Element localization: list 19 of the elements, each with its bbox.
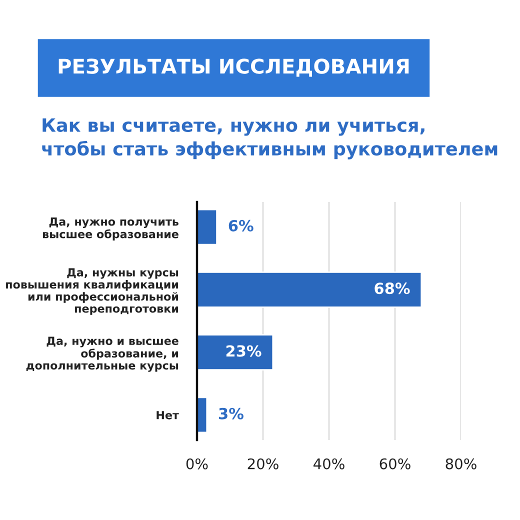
x-tick-label: 0% (186, 458, 208, 470)
y-tick-label: Да, нужно получить высшее образование (43, 218, 178, 240)
bar (197, 334, 274, 371)
y-tick-label: Да, нужны курсы повышения квалификации или профессиональной переподготовки (6, 268, 178, 315)
x-tick-label: 40% (314, 458, 344, 470)
bar (197, 208, 218, 246)
data-label: 3% (219, 408, 244, 420)
x-tick-label: 60% (380, 458, 410, 470)
x-tick-label: 20% (248, 458, 278, 470)
y-tick-label: Нет (156, 411, 179, 420)
x-tick-label: 80% (446, 458, 476, 470)
data-label: 23% (226, 345, 262, 357)
data-label: 68% (374, 282, 410, 294)
chart-subtitle: Как вы считаете, нужно ли учиться, чтобы стать эффективным руководителем (42, 118, 498, 160)
bar (197, 271, 422, 308)
data-label: 6% (228, 220, 254, 232)
y-tick-label: Да, нужно и высшее образование, и дополнительные курсы (26, 336, 178, 372)
chart-title: РЕЗУЛЬТАТЫ ИССЛЕДОВАНИЯ (58, 58, 409, 77)
bar (197, 396, 208, 434)
